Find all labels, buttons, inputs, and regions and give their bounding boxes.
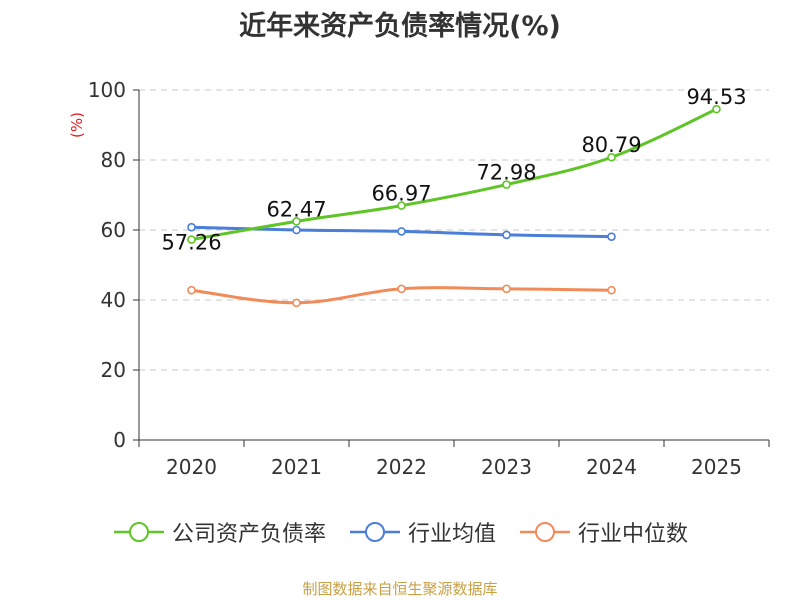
data-point	[187, 285, 196, 295]
y-tick-label: 60	[101, 218, 126, 242]
data-label: 72.98	[476, 161, 536, 185]
data-point	[607, 285, 616, 295]
legend-item[interactable]: 公司资产负债率	[112, 516, 326, 548]
gridlines	[139, 89, 769, 371]
x-tick-label: 2020	[166, 455, 217, 479]
y-tick-label: 40	[101, 288, 126, 312]
x-tick-label: 2025	[691, 455, 742, 479]
series-line-0	[191, 107, 718, 242]
y-tick-label: 80	[101, 148, 126, 172]
x-tick-label: 2023	[481, 455, 532, 479]
legend-label: 行业均值	[407, 522, 496, 547]
data-point	[607, 152, 616, 162]
x-tick-label: 2022	[376, 455, 427, 479]
source-note: 制图数据来自恒生聚源数据库	[302, 580, 498, 598]
x-tick-label: 2024	[586, 455, 637, 479]
y-tick-label: 20	[101, 358, 126, 382]
data-label: 57.26	[161, 231, 221, 255]
data-point	[607, 232, 616, 241]
data-point	[502, 230, 511, 240]
legend-item[interactable]: 行业中位数	[518, 516, 688, 548]
legend-item[interactable]: 行业均值	[348, 516, 496, 548]
data-point	[502, 180, 511, 189]
chart-title: 近年来资产负债率情况(%)	[239, 11, 561, 42]
data-point	[397, 227, 406, 236]
data-point	[292, 217, 301, 226]
y-tick-label: 0	[113, 428, 126, 452]
legend-label: 行业中位数	[578, 522, 689, 547]
data-point	[397, 201, 406, 210]
data-label: 80.79	[581, 133, 641, 157]
series-lines	[187, 104, 721, 308]
data-point	[187, 222, 196, 232]
legend-marker-icon	[520, 522, 570, 542]
legend-marker-icon	[349, 522, 400, 542]
y-axis-label: (%)	[68, 112, 86, 138]
legend: 公司资产负债率 行业均值 行业中位数	[0, 516, 800, 548]
y-tick-label: 100	[88, 78, 126, 102]
data-label: 66.97	[371, 182, 431, 206]
data-point	[292, 225, 301, 235]
data-labels: 57.26 62.47 66.97 72.98 80.79 94.53	[161, 85, 746, 254]
axes: 0 20 40 60 80 100(%) 2020 2021 2022 2023 2024 2025	[68, 78, 770, 479]
legend-label: 公司资产负债率	[171, 522, 326, 547]
data-point	[292, 298, 301, 308]
data-point	[187, 235, 196, 244]
data-label: 94.53	[686, 85, 746, 109]
data-label: 62.47	[266, 197, 326, 221]
legend-marker-icon	[113, 522, 164, 542]
data-point	[397, 284, 406, 294]
data-point	[712, 104, 721, 114]
data-point	[502, 284, 511, 294]
x-tick-label: 2021	[271, 455, 322, 479]
